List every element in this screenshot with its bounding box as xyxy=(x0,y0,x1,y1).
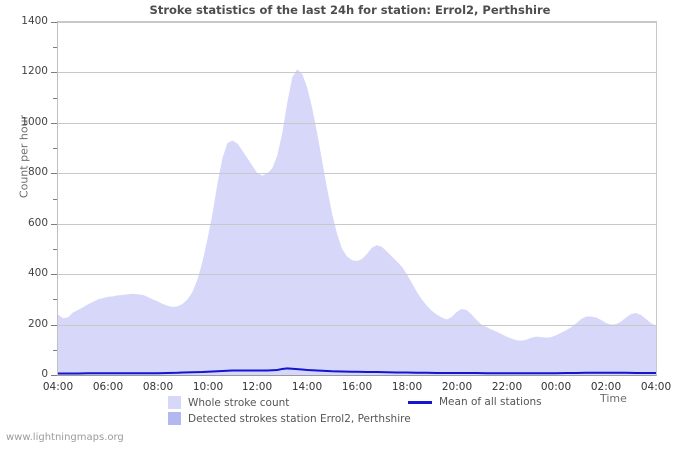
x-tick-label: 12:00 xyxy=(241,381,273,393)
y-tick-label-0: 0 xyxy=(41,368,48,380)
y-tick-label-600: 600 xyxy=(27,217,48,229)
y-tick-700 xyxy=(53,199,57,200)
x-tick-label: 20:00 xyxy=(441,381,473,393)
x-tick-label: 00:00 xyxy=(540,381,572,393)
legend-swatch xyxy=(168,396,181,409)
x-tick-label: 22:00 xyxy=(491,381,523,393)
y-tick-label-1400: 1400 xyxy=(21,15,48,27)
y-tick-1100 xyxy=(53,98,57,99)
y-tick-label-1200: 1200 xyxy=(21,65,48,77)
y-tick-1300 xyxy=(53,47,57,48)
legend-item[interactable]: Mean of all stations xyxy=(408,396,542,408)
legend-label: Detected strokes station Errol2, Perthsh… xyxy=(188,412,411,425)
legend-item[interactable]: Detected strokes station Errol2, Perthsh… xyxy=(168,412,411,425)
y-tick-400 xyxy=(51,274,57,275)
series-mean-of-all-stations-line xyxy=(58,367,656,375)
y-tick-1400 xyxy=(51,22,57,23)
y-tick-500 xyxy=(53,249,57,250)
x-tick-label: 10:00 xyxy=(192,381,224,393)
y-tick-200 xyxy=(51,325,57,326)
legend-swatch xyxy=(168,412,181,425)
y-tick-0 xyxy=(51,375,57,376)
y-tick-600 xyxy=(51,224,57,225)
gridline-1400 xyxy=(58,22,656,23)
legend-line-marker xyxy=(408,400,432,404)
x-tick-label: 18:00 xyxy=(391,381,423,393)
y-tick-label-200: 200 xyxy=(27,318,48,330)
y-tick-100 xyxy=(53,350,57,351)
chart-title: Stroke statistics of the last 24h for st… xyxy=(149,3,551,17)
x-tick-label: 14:00 xyxy=(291,381,323,393)
x-tick-label: 04:00 xyxy=(42,381,74,393)
x-tick-label: 06:00 xyxy=(92,381,124,393)
gridline-800 xyxy=(58,173,656,174)
footer-attribution: www.lightningmaps.org xyxy=(6,432,124,443)
y-tick-label-800: 800 xyxy=(27,166,48,178)
gridline-1000 xyxy=(58,123,656,124)
series-layer xyxy=(58,69,656,375)
legend-label: Mean of all stations xyxy=(439,396,542,408)
x-tick-label: 16:00 xyxy=(341,381,373,393)
y-tick-800 xyxy=(51,173,57,174)
gridline-1200 xyxy=(58,72,656,73)
chart-legend: Whole stroke count Detected strokes stati… xyxy=(0,394,700,428)
x-tick-label: 02:00 xyxy=(590,381,622,393)
y-tick-300 xyxy=(53,299,57,300)
y-tick-1200 xyxy=(51,72,57,73)
plot-area xyxy=(57,21,657,376)
gridline-200 xyxy=(58,325,656,326)
x-axis-label: Time xyxy=(600,392,627,405)
series-whole-stroke-count-area xyxy=(58,69,656,375)
legend-label: Whole stroke count xyxy=(188,396,290,409)
y-tick-label-1000: 1000 xyxy=(21,116,48,128)
gridline-400 xyxy=(58,274,656,275)
gridline-600 xyxy=(58,224,656,225)
x-tick-label: 04:00 xyxy=(640,381,672,393)
x-tick-label: 08:00 xyxy=(142,381,174,393)
legend-item[interactable]: Whole stroke count xyxy=(168,396,289,409)
y-tick-1000 xyxy=(51,123,57,124)
y-axis-label: Count per hour xyxy=(17,114,31,199)
y-tick-900 xyxy=(53,148,57,149)
y-tick-label-400: 400 xyxy=(27,267,48,279)
